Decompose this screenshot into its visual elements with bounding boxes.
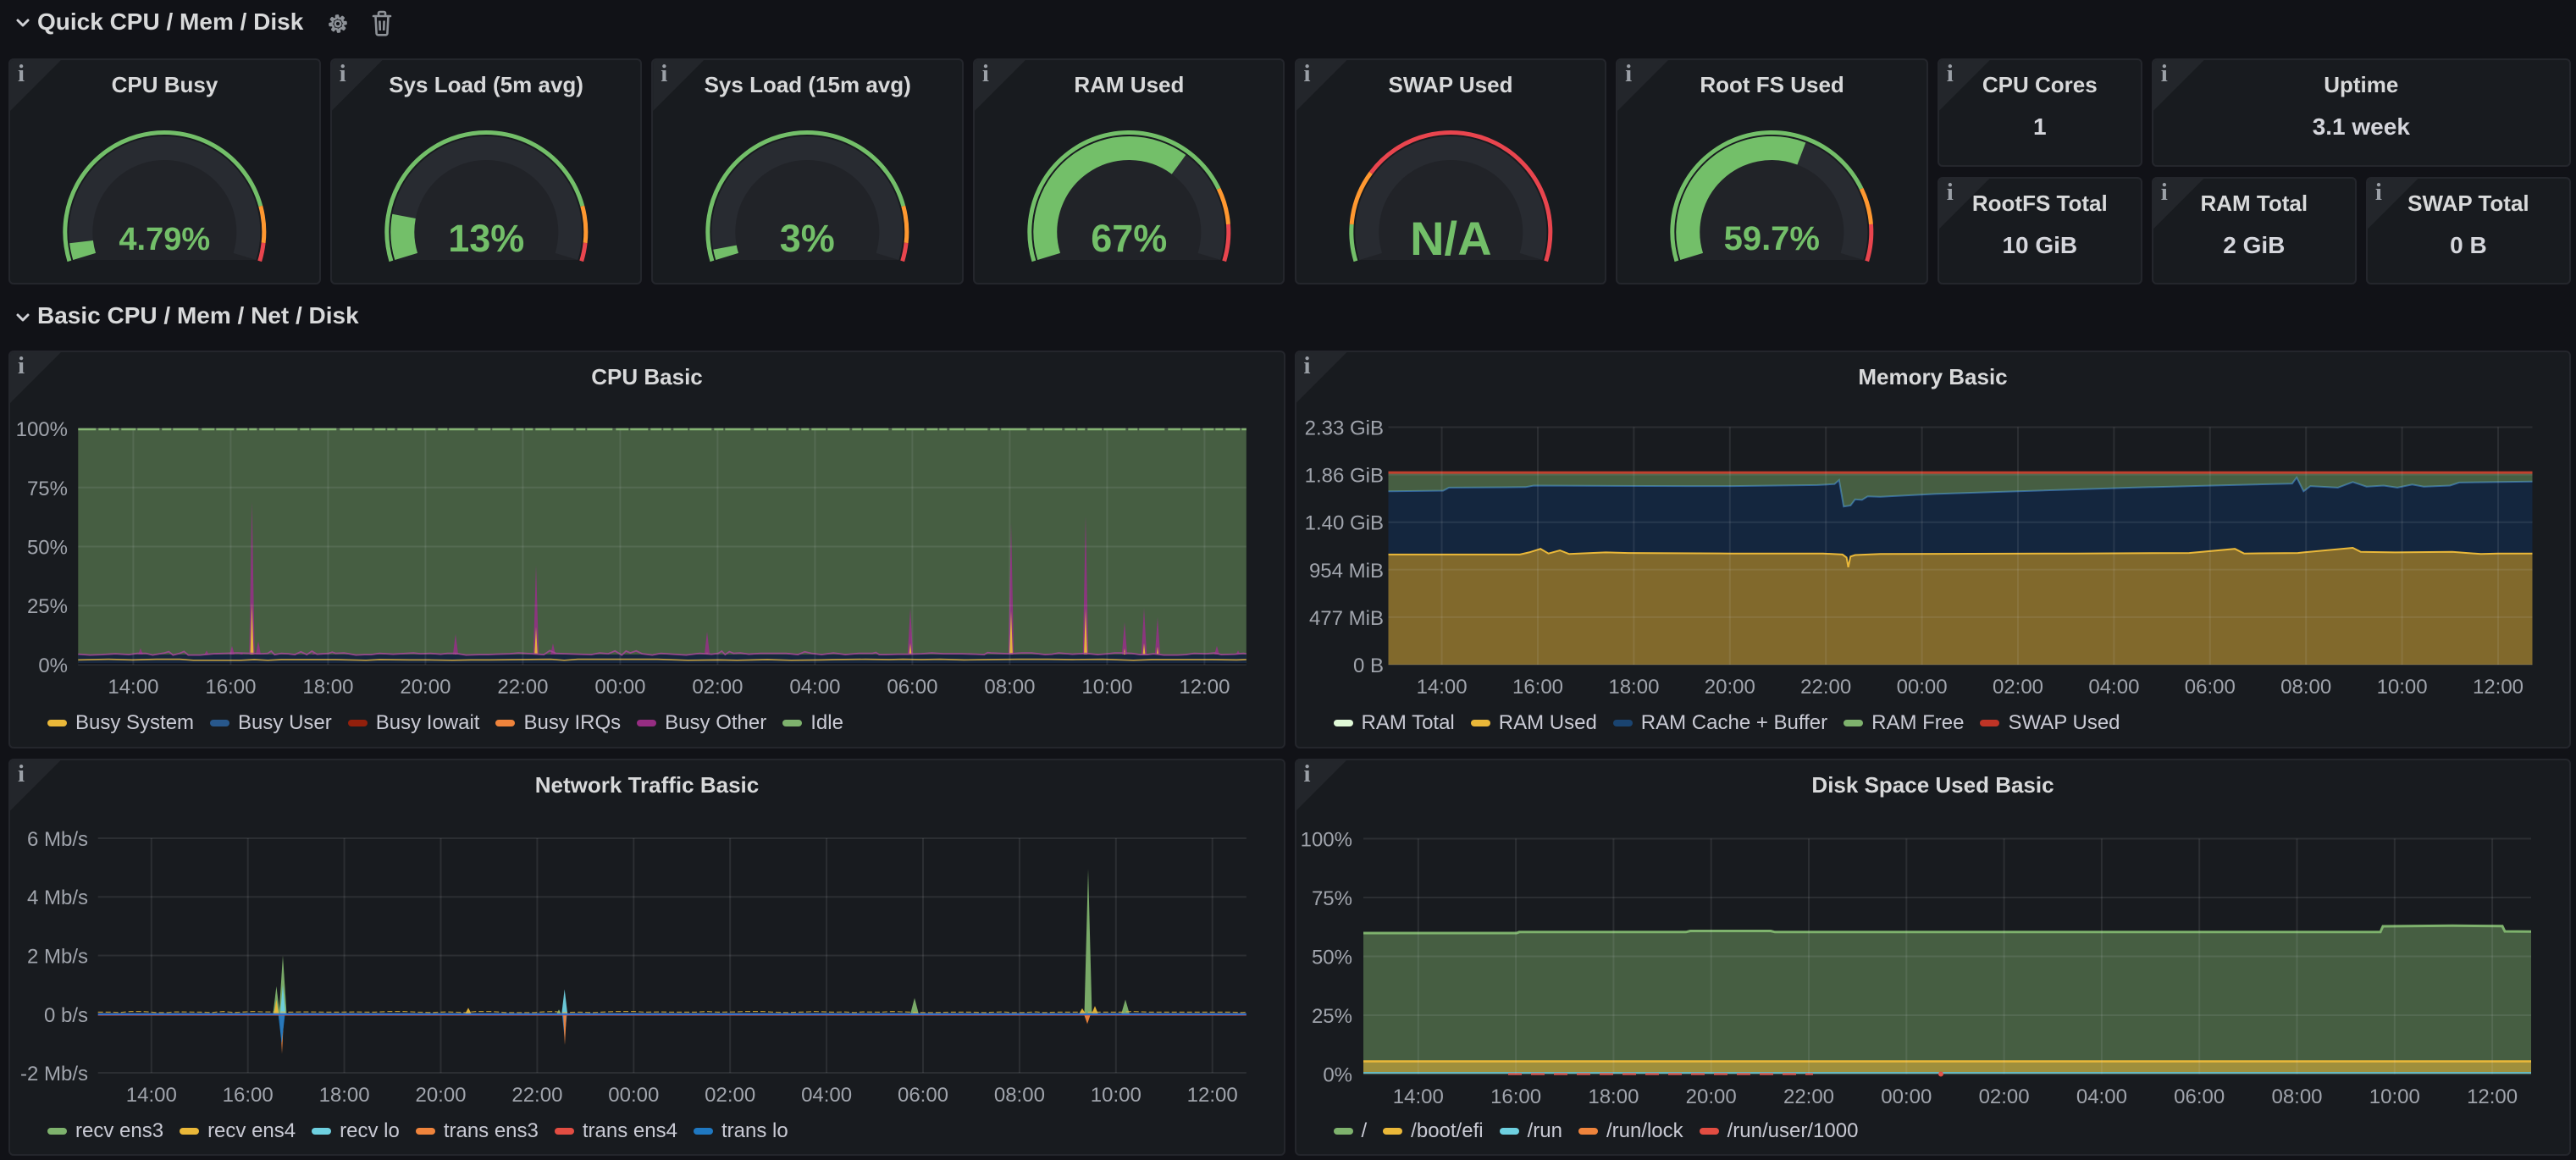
svg-text:08:00: 08:00: [2280, 676, 2331, 699]
svg-text:22:00: 22:00: [1800, 676, 1851, 699]
svg-text:6 Mb/s: 6 Mb/s: [27, 828, 88, 851]
svg-text:18:00: 18:00: [319, 1084, 370, 1107]
svg-text:18:00: 18:00: [302, 676, 353, 699]
svg-text:02:00: 02:00: [1992, 676, 2043, 699]
svg-text:4.79%: 4.79%: [119, 222, 210, 257]
svg-text:10:00: 10:00: [2376, 676, 2427, 699]
svg-text:04:00: 04:00: [2076, 1085, 2126, 1108]
svg-text:16:00: 16:00: [1490, 1085, 1541, 1108]
svg-text:08:00: 08:00: [2271, 1085, 2322, 1108]
svg-text:1.40 GiB: 1.40 GiB: [1304, 512, 1383, 535]
svg-text:100%: 100%: [1300, 828, 1352, 851]
svg-text:25%: 25%: [27, 595, 68, 618]
svg-text:4 Mb/s: 4 Mb/s: [27, 887, 88, 909]
svg-text:67%: 67%: [1091, 217, 1167, 260]
svg-text:75%: 75%: [1311, 887, 1352, 910]
svg-text:12:00: 12:00: [1179, 676, 1230, 699]
svg-text:22:00: 22:00: [511, 1084, 562, 1107]
svg-text:75%: 75%: [27, 478, 68, 500]
svg-text:08:00: 08:00: [994, 1084, 1045, 1107]
svg-text:1.86 GiB: 1.86 GiB: [1304, 465, 1383, 488]
svg-text:10:00: 10:00: [1081, 676, 1132, 699]
svg-text:14:00: 14:00: [126, 1084, 177, 1107]
svg-text:06:00: 06:00: [2174, 1085, 2225, 1108]
svg-text:59.7%: 59.7%: [1724, 220, 1820, 257]
svg-text:14:00: 14:00: [108, 676, 158, 699]
svg-text:954 MiB: 954 MiB: [1308, 560, 1383, 583]
svg-text:50%: 50%: [27, 537, 68, 560]
svg-text:20:00: 20:00: [415, 1084, 466, 1107]
svg-text:14:00: 14:00: [1392, 1085, 1443, 1108]
svg-text:2.33 GiB: 2.33 GiB: [1304, 417, 1383, 440]
svg-text:3%: 3%: [780, 217, 835, 260]
svg-text:06:00: 06:00: [2184, 676, 2235, 699]
svg-text:10:00: 10:00: [2369, 1085, 2419, 1108]
svg-text:25%: 25%: [1311, 1005, 1352, 1028]
svg-text:22:00: 22:00: [1783, 1085, 1833, 1108]
svg-text:0%: 0%: [38, 655, 68, 677]
svg-text:06:00: 06:00: [887, 676, 937, 699]
svg-text:16:00: 16:00: [205, 676, 256, 699]
svg-text:50%: 50%: [1311, 946, 1352, 969]
svg-text:0 b/s: 0 b/s: [44, 1003, 88, 1026]
svg-text:16:00: 16:00: [223, 1084, 274, 1107]
svg-text:14:00: 14:00: [1416, 676, 1467, 699]
svg-text:18:00: 18:00: [1588, 1085, 1639, 1108]
svg-text:00:00: 00:00: [1896, 676, 1947, 699]
svg-text:0 B: 0 B: [1352, 655, 1383, 677]
svg-text:04:00: 04:00: [2088, 676, 2139, 699]
svg-text:12:00: 12:00: [2472, 676, 2523, 699]
svg-text:02:00: 02:00: [705, 1084, 755, 1107]
svg-text:12:00: 12:00: [2467, 1085, 2518, 1108]
svg-text:02:00: 02:00: [1978, 1085, 2029, 1108]
svg-text:02:00: 02:00: [692, 676, 743, 699]
svg-text:N/A: N/A: [1410, 212, 1491, 265]
svg-text:0%: 0%: [1323, 1063, 1352, 1086]
svg-text:16:00: 16:00: [1512, 676, 1562, 699]
svg-text:00:00: 00:00: [1881, 1085, 1932, 1108]
svg-text:2 Mb/s: 2 Mb/s: [27, 945, 88, 968]
svg-text:100%: 100%: [16, 418, 68, 441]
svg-text:10:00: 10:00: [1091, 1084, 1142, 1107]
svg-text:04:00: 04:00: [789, 676, 840, 699]
svg-text:00:00: 00:00: [594, 676, 645, 699]
svg-text:477 MiB: 477 MiB: [1308, 607, 1383, 630]
svg-text:18:00: 18:00: [1608, 676, 1659, 699]
svg-text:20:00: 20:00: [400, 676, 451, 699]
svg-text:06:00: 06:00: [898, 1084, 948, 1107]
svg-text:12:00: 12:00: [1187, 1084, 1238, 1107]
svg-text:00:00: 00:00: [608, 1084, 659, 1107]
svg-text:08:00: 08:00: [984, 676, 1035, 699]
svg-text:13%: 13%: [448, 217, 524, 260]
svg-text:-2 Mb/s: -2 Mb/s: [20, 1063, 88, 1085]
svg-text:20:00: 20:00: [1704, 676, 1755, 699]
svg-text:22:00: 22:00: [497, 676, 548, 699]
svg-text:20:00: 20:00: [1685, 1085, 1736, 1108]
svg-text:04:00: 04:00: [801, 1084, 852, 1107]
